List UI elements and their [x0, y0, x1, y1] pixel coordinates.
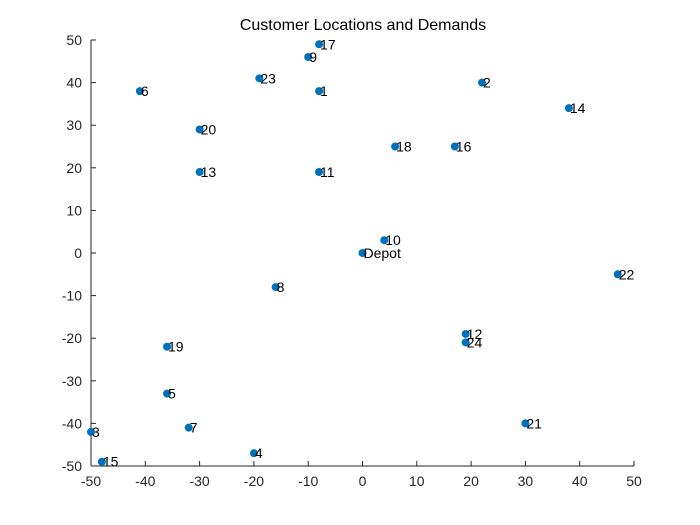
y-tick-label: 10: [66, 202, 82, 218]
point-label: 4: [255, 445, 263, 461]
data-point: [249, 449, 258, 458]
data-point: [613, 270, 622, 279]
data-point: [97, 457, 106, 466]
y-tick-label: -10: [62, 288, 82, 304]
data-point: [315, 168, 324, 177]
data-point: [477, 78, 486, 87]
point-label: 20: [201, 121, 217, 137]
point-label: 19: [168, 339, 184, 355]
point-label: 22: [619, 266, 635, 282]
y-tick-label: -50: [62, 458, 82, 474]
data-point: [461, 338, 470, 347]
y-tick-label: 20: [66, 160, 82, 176]
x-tick-label: -20: [244, 473, 264, 489]
data-point: [380, 236, 389, 245]
data-point: [358, 249, 367, 257]
x-tick-label: 40: [572, 473, 588, 489]
point-label: 9: [309, 49, 317, 65]
data-point: [521, 419, 530, 428]
data-point: [163, 342, 172, 351]
point-label: 21: [526, 415, 542, 431]
data-point: [255, 74, 264, 83]
y-tick-label: 0: [74, 245, 82, 261]
x-tick-label: 20: [463, 473, 479, 489]
point-label: 8: [277, 279, 285, 295]
point-label: 1: [320, 83, 328, 99]
point-label: 24: [467, 334, 483, 350]
y-tick-label: -20: [62, 330, 82, 346]
data-point: [391, 142, 400, 151]
point-label: 2: [483, 75, 491, 91]
point-label: 7: [190, 420, 198, 436]
x-tick-label: 10: [409, 473, 425, 489]
point-label: 5: [168, 386, 176, 402]
point-label: 18: [396, 139, 412, 155]
point-label: 14: [570, 100, 586, 116]
x-tick-label: -40: [135, 473, 155, 489]
data-points: [87, 40, 622, 466]
point-label: 10: [385, 232, 401, 248]
y-tick-label: -30: [62, 373, 82, 389]
data-point: [304, 53, 313, 62]
point-label: 16: [456, 139, 472, 155]
point-label: 15: [103, 454, 119, 470]
point-label: 12: [467, 326, 483, 342]
point-label: 23: [260, 70, 276, 86]
point-label: 13: [201, 164, 217, 180]
data-point: [195, 125, 204, 134]
y-tick-label: 40: [66, 75, 82, 91]
data-point: [195, 168, 204, 177]
y-tick-label: 50: [66, 32, 82, 48]
data-point: [461, 329, 470, 338]
data-point: [87, 427, 95, 436]
x-tick-label: 30: [518, 473, 534, 489]
data-point: [315, 40, 324, 49]
data-point: [163, 389, 172, 398]
x-tick-label: -30: [189, 473, 209, 489]
point-label: Depot: [364, 245, 401, 261]
y-tick-label: -40: [62, 415, 82, 431]
y-tick-label: 30: [66, 117, 82, 133]
axis-ticks: -50 -40 -30 -20 -10 0 10 20 30 40 50-50-40-30-20-1…: [62, 32, 642, 489]
chart-title: Customer Locations and Demands: [240, 17, 486, 34]
data-point: [564, 104, 573, 113]
point-label: 3: [92, 424, 100, 440]
x-tick-label: -50: [81, 473, 101, 489]
data-point: [271, 283, 280, 292]
data-point: [315, 87, 324, 96]
x-tick-label: -10: [298, 473, 318, 489]
point-label: 17: [320, 36, 336, 52]
point-label: 11: [320, 164, 335, 180]
data-point: [184, 423, 193, 432]
point-label: 6: [141, 83, 149, 99]
data-point: [135, 87, 144, 96]
data-point: [450, 142, 459, 151]
point-labels: 123456789101112131415161718192021222324D…: [92, 36, 634, 469]
x-tick-label: 50: [626, 473, 642, 489]
x-tick-label: 0: [359, 473, 367, 489]
